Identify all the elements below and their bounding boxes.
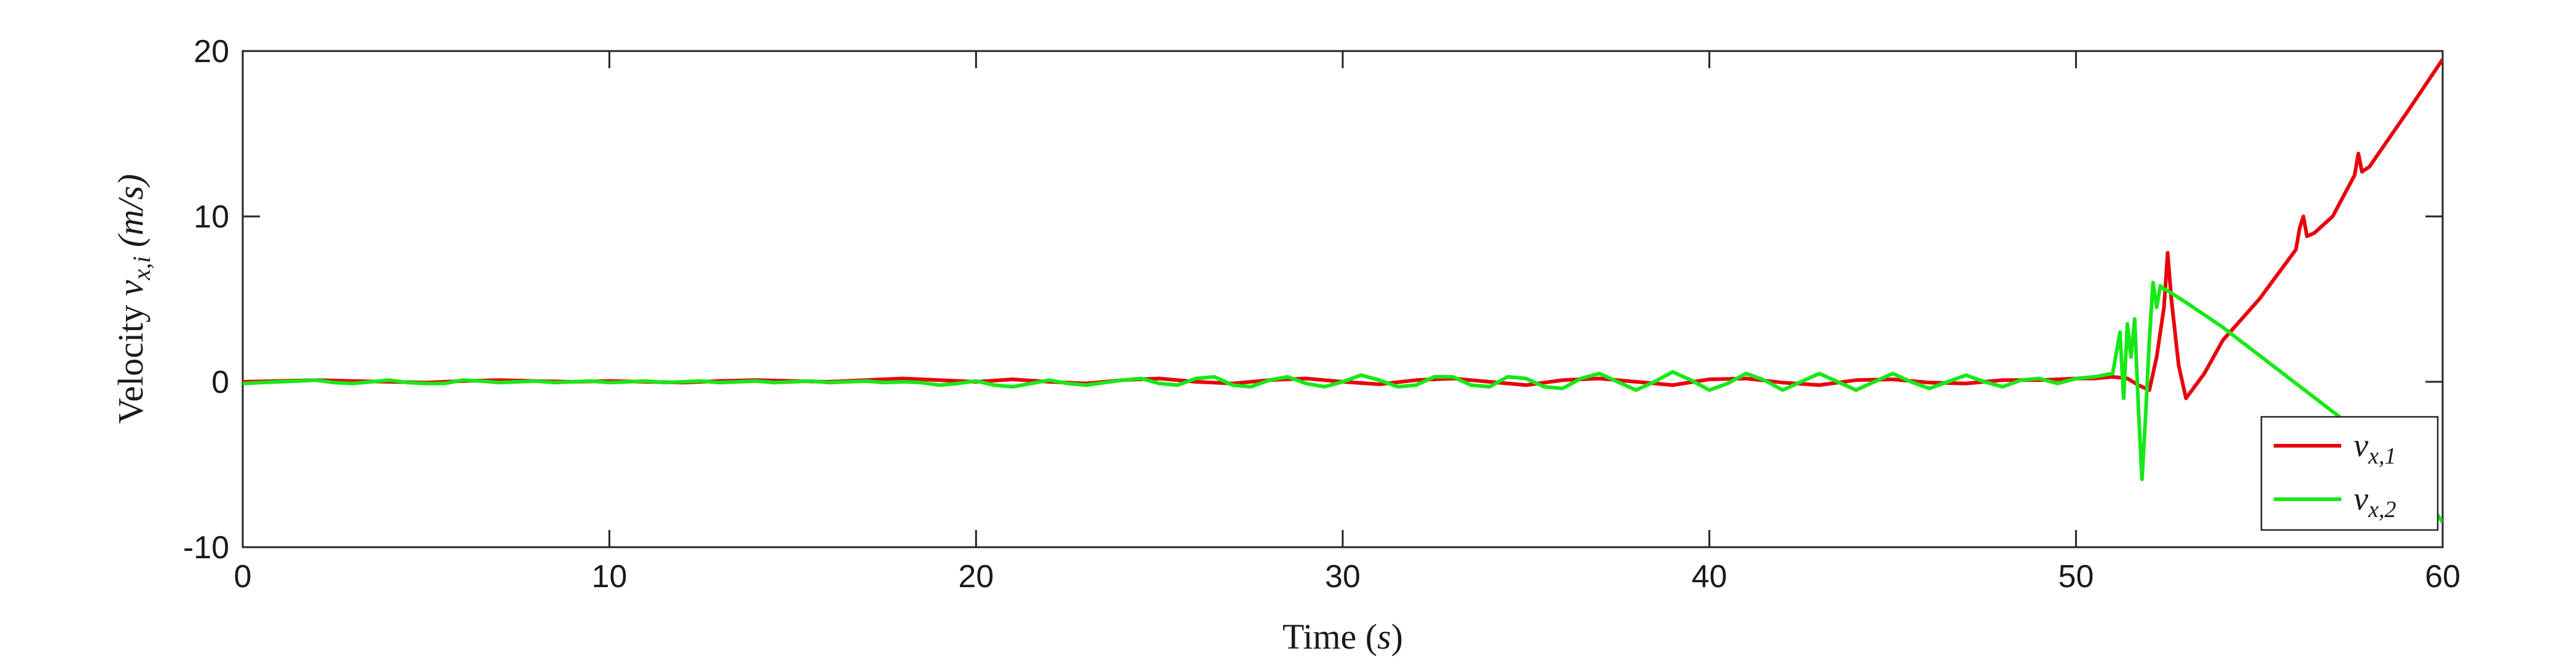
legend: vx,1 vx,2 xyxy=(2260,416,2439,531)
x-label-math: s xyxy=(1377,617,1391,657)
legend-2-main: v xyxy=(2354,480,2368,517)
y-tick-label: 10 xyxy=(194,199,229,235)
y-label-main: v xyxy=(111,280,151,296)
y-label-unit: (m/s) xyxy=(111,174,151,256)
x-tick-label: 50 xyxy=(2058,559,2094,595)
y-tick-label: 20 xyxy=(194,34,229,69)
legend-box xyxy=(2260,416,2439,531)
x-axis-ticks: 0 10 20 30 40 50 60 xyxy=(234,51,2460,595)
x-tick-label: 0 xyxy=(234,559,252,595)
legend-label-series-1: vx,1 xyxy=(2354,427,2396,469)
plot-area xyxy=(242,50,2444,548)
x-label-prefix: Time ( xyxy=(1282,617,1377,657)
series-line-2 xyxy=(243,280,2443,524)
y-axis-label: Velocity vx,i (m/s) xyxy=(111,174,155,424)
legend-label-series-2: vx,2 xyxy=(2354,480,2396,523)
y-tick-label: -10 xyxy=(183,530,229,566)
legend-2-sub: x,2 xyxy=(2368,497,2396,523)
y-label-prefix: Velocity xyxy=(111,296,151,424)
series-layer xyxy=(243,58,2443,524)
legend-1-main: v xyxy=(2354,427,2368,464)
x-tick-label: 40 xyxy=(1692,559,1727,595)
y-tick-label: 0 xyxy=(211,365,229,400)
x-label-suffix: ) xyxy=(1391,617,1403,657)
x-tick-label: 20 xyxy=(958,559,994,595)
x-tick-label: 30 xyxy=(1325,559,1361,595)
y-label-sub: x,i xyxy=(128,256,155,281)
x-axis-label: Time (s) xyxy=(1282,617,1403,657)
x-tick-label: 60 xyxy=(2425,559,2460,595)
y-axis-ticks: -10 0 10 20 xyxy=(183,34,2443,566)
legend-1-sub: x,1 xyxy=(2368,443,2396,469)
x-tick-label: 10 xyxy=(592,559,627,595)
